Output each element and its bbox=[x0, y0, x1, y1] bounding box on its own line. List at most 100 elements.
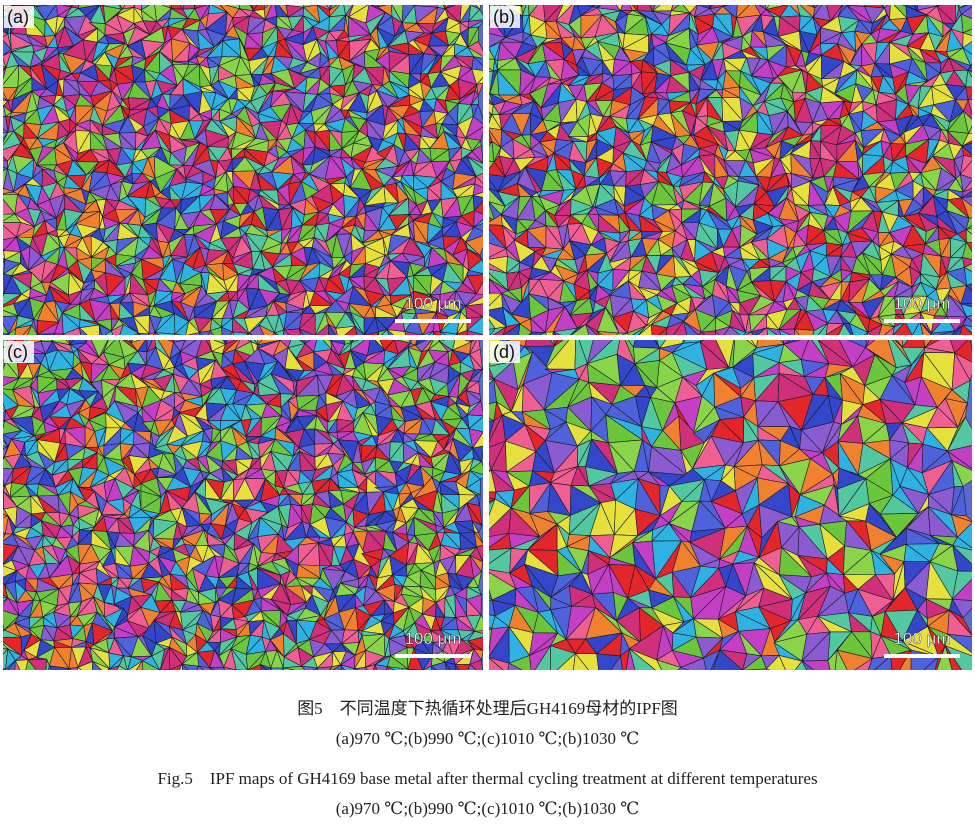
grain bbox=[27, 324, 38, 335]
grain bbox=[697, 5, 698, 6]
grain bbox=[831, 0, 844, 4]
grain bbox=[780, 0, 796, 4]
grain bbox=[231, 331, 250, 335]
grain bbox=[658, 326, 668, 335]
grain bbox=[3, 166, 9, 171]
grain bbox=[328, 323, 336, 335]
grain bbox=[134, 332, 140, 335]
grain bbox=[489, 67, 494, 73]
grain bbox=[965, 69, 972, 88]
grain bbox=[737, 0, 753, 3]
grain bbox=[968, 125, 972, 134]
grain bbox=[554, 0, 577, 1]
grain bbox=[391, 0, 403, 4]
grain bbox=[793, 328, 815, 335]
grain bbox=[565, 0, 578, 1]
grain bbox=[428, 330, 434, 335]
grain bbox=[198, 331, 202, 335]
grain bbox=[283, 329, 290, 335]
grain bbox=[747, 0, 761, 1]
grain bbox=[753, 0, 765, 1]
grain bbox=[512, 5, 523, 7]
grain bbox=[961, 187, 972, 199]
grain bbox=[119, 324, 140, 335]
grain bbox=[154, 332, 176, 335]
grain bbox=[766, 327, 778, 335]
grain bbox=[960, 196, 972, 219]
grain bbox=[838, 323, 852, 335]
grain bbox=[812, 323, 828, 335]
grain bbox=[12, 5, 14, 6]
grain bbox=[403, 0, 418, 3]
grain bbox=[965, 228, 972, 243]
grain bbox=[3, 491, 5, 510]
grain bbox=[368, 5, 370, 6]
grain bbox=[78, 326, 88, 335]
grain bbox=[963, 266, 972, 286]
grain bbox=[182, 5, 196, 10]
grain bbox=[528, 332, 533, 335]
grain bbox=[960, 303, 972, 318]
grain bbox=[210, 0, 230, 3]
grain bbox=[3, 9, 4, 11]
grain bbox=[99, 5, 100, 6]
grain bbox=[340, 0, 355, 2]
grain bbox=[714, 329, 720, 335]
label-box bbox=[4, 6, 34, 28]
grain bbox=[543, 0, 565, 1]
scale-bar-label: 100 μm bbox=[404, 294, 461, 313]
grain bbox=[36, 333, 56, 335]
grain bbox=[778, 329, 792, 335]
grain bbox=[414, 5, 416, 7]
grain bbox=[621, 332, 629, 335]
grain bbox=[530, 331, 546, 335]
grain bbox=[597, 5, 602, 9]
grain bbox=[649, 5, 656, 12]
grain bbox=[596, 331, 603, 335]
grain bbox=[8, 327, 17, 335]
grain bbox=[489, 0, 501, 2]
grain bbox=[251, 5, 258, 12]
grain bbox=[99, 5, 101, 6]
grain bbox=[354, 325, 365, 335]
scale-bar-label: 100 μm bbox=[893, 294, 950, 313]
grain bbox=[780, 0, 796, 1]
grain bbox=[11, 5, 13, 6]
grain bbox=[57, 0, 72, 4]
grain bbox=[285, 5, 287, 6]
grain bbox=[272, 332, 277, 335]
grain bbox=[679, 0, 704, 3]
grain bbox=[199, 330, 211, 335]
grain bbox=[848, 322, 869, 335]
grain bbox=[391, 0, 403, 4]
grain bbox=[939, 330, 956, 335]
grain bbox=[137, 332, 141, 335]
grain bbox=[866, 331, 872, 335]
grain bbox=[221, 326, 233, 335]
grain bbox=[316, 5, 318, 6]
grain bbox=[676, 0, 682, 3]
ipf-map bbox=[489, 0, 972, 335]
grain bbox=[3, 10, 4, 11]
grain bbox=[877, 0, 900, 1]
grain bbox=[52, 333, 55, 335]
figure: (a)100 μm(b)100 μm(c)100 μm(d)100 μm bbox=[3, 0, 972, 670]
grain bbox=[285, 5, 287, 6]
grain bbox=[218, 0, 240, 3]
grain bbox=[965, 224, 972, 230]
grain bbox=[363, 331, 380, 335]
scale-bar bbox=[395, 319, 471, 323]
grain bbox=[518, 323, 533, 335]
grain bbox=[404, 331, 424, 335]
grain bbox=[3, 128, 9, 134]
grain bbox=[967, 63, 972, 73]
grain bbox=[298, 328, 304, 335]
grain bbox=[553, 331, 562, 335]
grain bbox=[353, 0, 369, 4]
grain bbox=[3, 65, 7, 70]
grain bbox=[698, 331, 706, 335]
grain bbox=[539, 331, 547, 335]
grain bbox=[194, 0, 210, 4]
grain bbox=[455, 333, 459, 335]
grain bbox=[544, 331, 554, 335]
